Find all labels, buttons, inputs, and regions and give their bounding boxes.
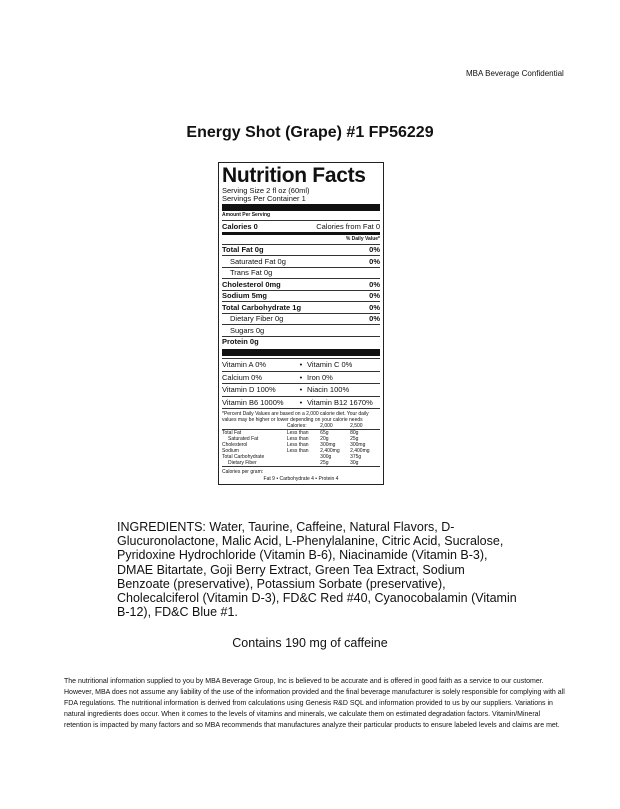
dv-table-cell: 25g <box>320 460 329 466</box>
dv-table-cell: Saturated Fat <box>228 436 259 442</box>
vitamin-left: Vitamin B6 1000% <box>222 397 284 407</box>
disclaimer: The nutritional information supplied to … <box>64 678 565 729</box>
vitamin-row: Vitamin A 0% • Vitamin C 0% <box>222 358 380 371</box>
dv-table-cell: 65g <box>320 430 329 436</box>
dv-table-cell: 30g <box>350 460 359 466</box>
nutrient-dv: 0% <box>369 291 380 300</box>
dv-table-cell: 2,400mg <box>350 448 370 454</box>
nutrient-row: Total Fat 0g 0% <box>222 243 380 256</box>
confidential-header: MBA Beverage Confidential <box>466 69 564 78</box>
vitamin-row: Vitamin B6 1000% • Vitamin B12 1670% <box>222 395 380 409</box>
bullet: • <box>299 372 303 382</box>
nutrient-dv: 0% <box>369 245 380 254</box>
dv-table-row: Calories: 2,000 2,500 <box>222 423 380 430</box>
dv-table-cell: Calories: <box>286 423 307 429</box>
nutrient-name: Total Fat 0g <box>222 245 264 254</box>
vitamin-list: Vitamin A 0% • Vitamin C 0% Calcium 0% • Iron… <box>222 358 380 408</box>
vitamin-row: Vitamin D 100% • Niacin 100% <box>222 383 380 396</box>
dv-header: % Daily Value* <box>345 235 380 242</box>
amount-per-serving: Amount Per Serving <box>222 212 271 218</box>
nutrient-name: Sugars 0g <box>230 325 265 335</box>
dv-table-cell: Total Carbohydrate <box>222 454 265 460</box>
nutrient-dv: 0% <box>369 256 380 266</box>
calories: Calories 0 <box>222 221 258 231</box>
dv-table-cell: 2,400mg <box>320 448 340 454</box>
caffeine-statement: Contains 190 mg of caffeine <box>232 636 388 650</box>
nutrient-name: Cholesterol 0mg <box>222 279 281 289</box>
dv-table-cell: 300mg <box>350 442 366 448</box>
dv-table-cell: 2,500 <box>350 423 363 429</box>
dv-table-cell: Less than <box>286 448 309 454</box>
dv-table-cell: 375g <box>350 454 362 460</box>
dv-table-cell: 25g <box>350 436 359 442</box>
ingredients: INGREDIENTS: Water, Taurine, Caffeine, N… <box>117 520 517 620</box>
dv-table-row: Dietary Fiber 25g 30g <box>222 460 380 466</box>
vitamin-row: Calcium 0% • Iron 0% <box>222 370 380 384</box>
nutrient-row: Sugars 0g <box>222 324 380 336</box>
dv-table-row: Total Carbohydrate 300g 375g <box>222 454 380 460</box>
nutrient-name: Sodium 5mg <box>222 291 268 300</box>
nutrient-row: Dietary Fiber 0g 0% <box>222 312 380 325</box>
dv-table-cell: Dietary Fiber <box>228 460 257 466</box>
calories-row: Calories 0 Calories from Fat 0 <box>222 220 380 232</box>
vitamin-left: Calcium 0% <box>222 372 263 382</box>
daily-value-table: Calories: 2,000 2,500 Total Fat Less than 65g… <box>222 423 380 466</box>
dv-table-cell: 300mg <box>320 442 336 448</box>
dv-table-row: Sodium Less than 2,400mg 2,400mg <box>222 448 380 454</box>
calories-from-fat: Calories from Fat 0 <box>316 221 380 231</box>
dv-table-cell: 20g <box>320 436 329 442</box>
bullet: • <box>299 385 303 394</box>
dv-table-row: Total Fat Less than 65g 80g <box>222 429 380 437</box>
vitamin-left: Vitamin D 100% <box>222 385 276 394</box>
nutrient-dv: 0% <box>369 302 380 312</box>
medium-divider <box>222 231 380 235</box>
nutrition-facts-label: Nutrition Facts Serving Size 2 fl oz (60… <box>218 162 384 485</box>
label-heading: Nutrition Facts <box>222 164 366 187</box>
dv-table-cell: 80g <box>350 430 359 436</box>
nutrient-row: Trans Fat 0g <box>222 266 380 279</box>
dv-table-cell: Less than <box>286 436 309 442</box>
dv-table-row: Saturated Fat Less than 20g 25g <box>222 436 380 442</box>
cal-per-gram-label: Calories per gram: <box>222 469 264 475</box>
nutrient-row: Total Carbohydrate 1g 0% <box>222 301 380 313</box>
dv-table-cell: Cholesterol <box>222 442 248 448</box>
thick-divider <box>222 204 380 211</box>
bullet: • <box>299 360 303 369</box>
dv-table-row: Cholesterol Less than 300mg 300mg <box>222 442 380 448</box>
vitamin-left: Vitamin A 0% <box>222 360 267 369</box>
thick-divider <box>222 349 380 356</box>
nutrient-name: Saturated Fat 0g <box>230 256 286 266</box>
nutrient-name: Total Carbohydrate 1g <box>222 302 302 312</box>
product-title: Energy Shot (Grape) #1 FP56229 <box>186 124 434 141</box>
nutrient-dv: 0% <box>369 279 380 289</box>
nutrient-row: Cholesterol 0mg 0% <box>222 278 380 290</box>
dv-table-cell: Total Fat <box>222 430 242 436</box>
nutrient-list: Total Fat 0g 0% Saturated Fat 0g 0% Trans Fa… <box>222 243 380 348</box>
serving-size: Serving Size 2 fl oz (60ml) <box>222 186 310 195</box>
footnote-text: *Percent Daily Values are based on a 2,0… <box>222 411 369 423</box>
servings-per-container: Servings Per Container 1 <box>222 193 306 203</box>
dv-table-cell: Less than <box>286 442 309 448</box>
calories-per-gram: Calories per gram: Fat 9 • Carbohydrate … <box>222 466 380 482</box>
nutrient-row: Protein 0g <box>222 335 380 348</box>
nutrient-name: Protein 0g <box>222 337 259 346</box>
nutrient-row: Saturated Fat 0g 0% <box>222 255 380 267</box>
vitamin-right: Vitamin B12 1670% <box>307 397 373 407</box>
nutrient-name: Dietary Fiber 0g <box>230 314 284 323</box>
dv-table-cell: Sodium <box>222 448 239 454</box>
nutrient-row: Sodium 5mg 0% <box>222 289 380 302</box>
dv-table-cell: 2,000 <box>320 423 333 429</box>
nutrient-dv: 0% <box>369 314 380 323</box>
bullet: • <box>299 397 303 407</box>
vitamin-right: Niacin 100% <box>307 385 350 394</box>
vitamin-right: Vitamin C 0% <box>307 360 353 369</box>
footnote: *Percent Daily Values are based on a 2,0… <box>222 408 380 466</box>
nutrient-name: Trans Fat 0g <box>230 268 273 277</box>
dv-table-cell: 300g <box>320 454 332 460</box>
cal-per-gram-values: Fat 9 • Carbohydrate 4 • Protein 4 <box>263 475 339 482</box>
dv-table-cell: Less than <box>286 430 309 436</box>
vitamin-right: Iron 0% <box>307 372 333 382</box>
